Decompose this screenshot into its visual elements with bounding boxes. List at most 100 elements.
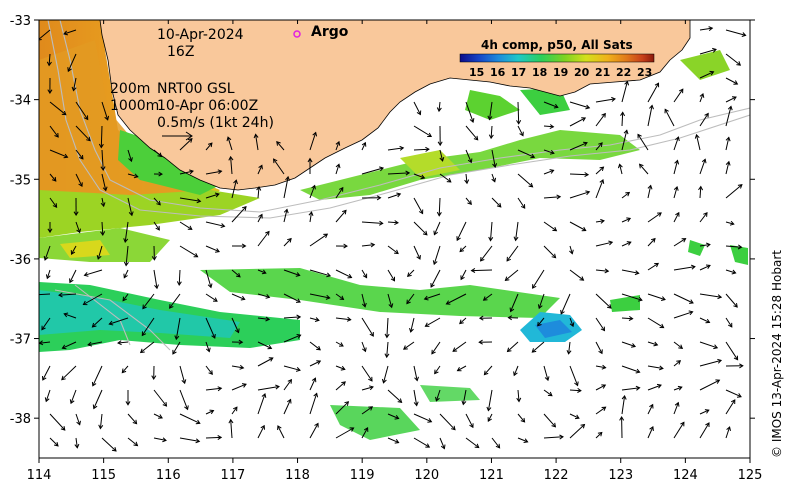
current-vector-head: [253, 133, 259, 139]
current-vector: [430, 269, 441, 288]
current-vector-head: [675, 211, 680, 217]
current-vector: [647, 262, 659, 271]
current-vector: [49, 413, 66, 431]
current-vector-head: [39, 36, 42, 41]
current-vector-head: [467, 158, 473, 164]
current-vector: [92, 317, 103, 328]
current-vector: [127, 413, 137, 425]
current-vector-head: [601, 406, 607, 412]
current-vector: [277, 425, 285, 439]
current-vector-head: [551, 422, 557, 428]
current-vector-head: [491, 177, 497, 183]
current-vector-head: [649, 403, 654, 409]
current-vector-head: [624, 80, 630, 86]
current-vector-head: [464, 179, 470, 185]
current-vector: [639, 163, 649, 175]
current-vector-head: [440, 444, 446, 450]
current-vector: [69, 269, 77, 283]
current-vector-head: [509, 307, 515, 313]
current-vector-head: [205, 347, 211, 353]
current-vector: [595, 384, 606, 391]
current-vector: [75, 437, 78, 448]
current-vector: [647, 293, 666, 301]
current-vector: [361, 293, 366, 307]
current-vector-head: [741, 32, 747, 37]
current-vector: [439, 413, 456, 431]
current-vector-head: [312, 131, 318, 137]
current-vector-head: [43, 255, 49, 261]
current-vector-head: [338, 186, 344, 192]
current-vector: [283, 316, 301, 319]
current-vector: [543, 125, 554, 128]
current-vector-head: [133, 173, 139, 179]
current-vector-head: [452, 347, 458, 352]
current-vector-head: [339, 295, 345, 300]
current-vector: [361, 341, 366, 352]
current-vector-head: [628, 315, 634, 321]
current-vector-head: [407, 272, 412, 277]
current-vector: [205, 193, 220, 199]
current-vector-head: [733, 355, 739, 361]
current-vector: [673, 311, 693, 319]
current-vector: [140, 341, 155, 353]
current-vector-head: [308, 211, 314, 216]
current-vector-head: [635, 385, 641, 391]
current-vector: [725, 245, 742, 248]
current-vector-head: [394, 220, 399, 226]
current-vector-head: [63, 30, 69, 36]
current-vector: [699, 409, 710, 415]
current-vector-head: [61, 344, 67, 350]
current-vector-head: [725, 136, 731, 142]
current-vector: [699, 212, 708, 223]
current-vector: [257, 341, 272, 349]
current-vector-head: [347, 273, 353, 279]
current-vector-head: [487, 417, 492, 422]
current-vector-head: [287, 237, 292, 243]
current-vector-head: [451, 425, 456, 431]
current-vector-head: [207, 283, 213, 289]
current-vector: [63, 29, 77, 35]
current-vector: [205, 317, 216, 339]
current-vector: [647, 317, 664, 329]
current-vector-head: [530, 153, 536, 159]
current-vector: [673, 186, 678, 199]
current-vector-head: [76, 228, 81, 234]
current-vector: [465, 125, 479, 141]
current-vector-head: [691, 264, 696, 270]
current-vector-head: [241, 243, 247, 249]
vector-scale-arrow: [162, 131, 193, 141]
current-vector: [569, 221, 586, 231]
current-vector-head: [346, 316, 352, 322]
current-vector: [673, 160, 678, 175]
current-vector: [75, 173, 83, 187]
current-vector: [172, 341, 181, 355]
current-vector: [621, 217, 631, 223]
current-vector-head: [181, 379, 187, 385]
current-vector: [283, 334, 301, 343]
current-vector: [64, 313, 77, 319]
current-vector: [101, 173, 107, 191]
current-vector-head: [418, 209, 424, 215]
current-vector-head: [362, 273, 368, 279]
current-vector-head: [537, 321, 542, 327]
current-vector: [71, 245, 77, 255]
current-vector-head: [579, 276, 585, 281]
current-vector: [569, 142, 588, 151]
current-vector: [413, 245, 421, 260]
current-vector-head: [174, 335, 180, 341]
current-vector: [387, 245, 399, 254]
current-vector: [489, 101, 493, 120]
current-vector-head: [492, 163, 498, 168]
current-vector: [413, 389, 418, 406]
current-vector-head: [326, 272, 332, 278]
current-vector: [153, 149, 162, 157]
current-vector-head: [78, 182, 83, 188]
current-vector: [673, 212, 680, 223]
current-vector: [543, 196, 561, 199]
current-vector-head: [675, 136, 680, 142]
current-vector: [387, 293, 393, 308]
current-vector-head: [258, 213, 263, 219]
current-vector: [227, 137, 233, 151]
current-vector: [413, 101, 421, 115]
current-vector: [517, 125, 524, 136]
